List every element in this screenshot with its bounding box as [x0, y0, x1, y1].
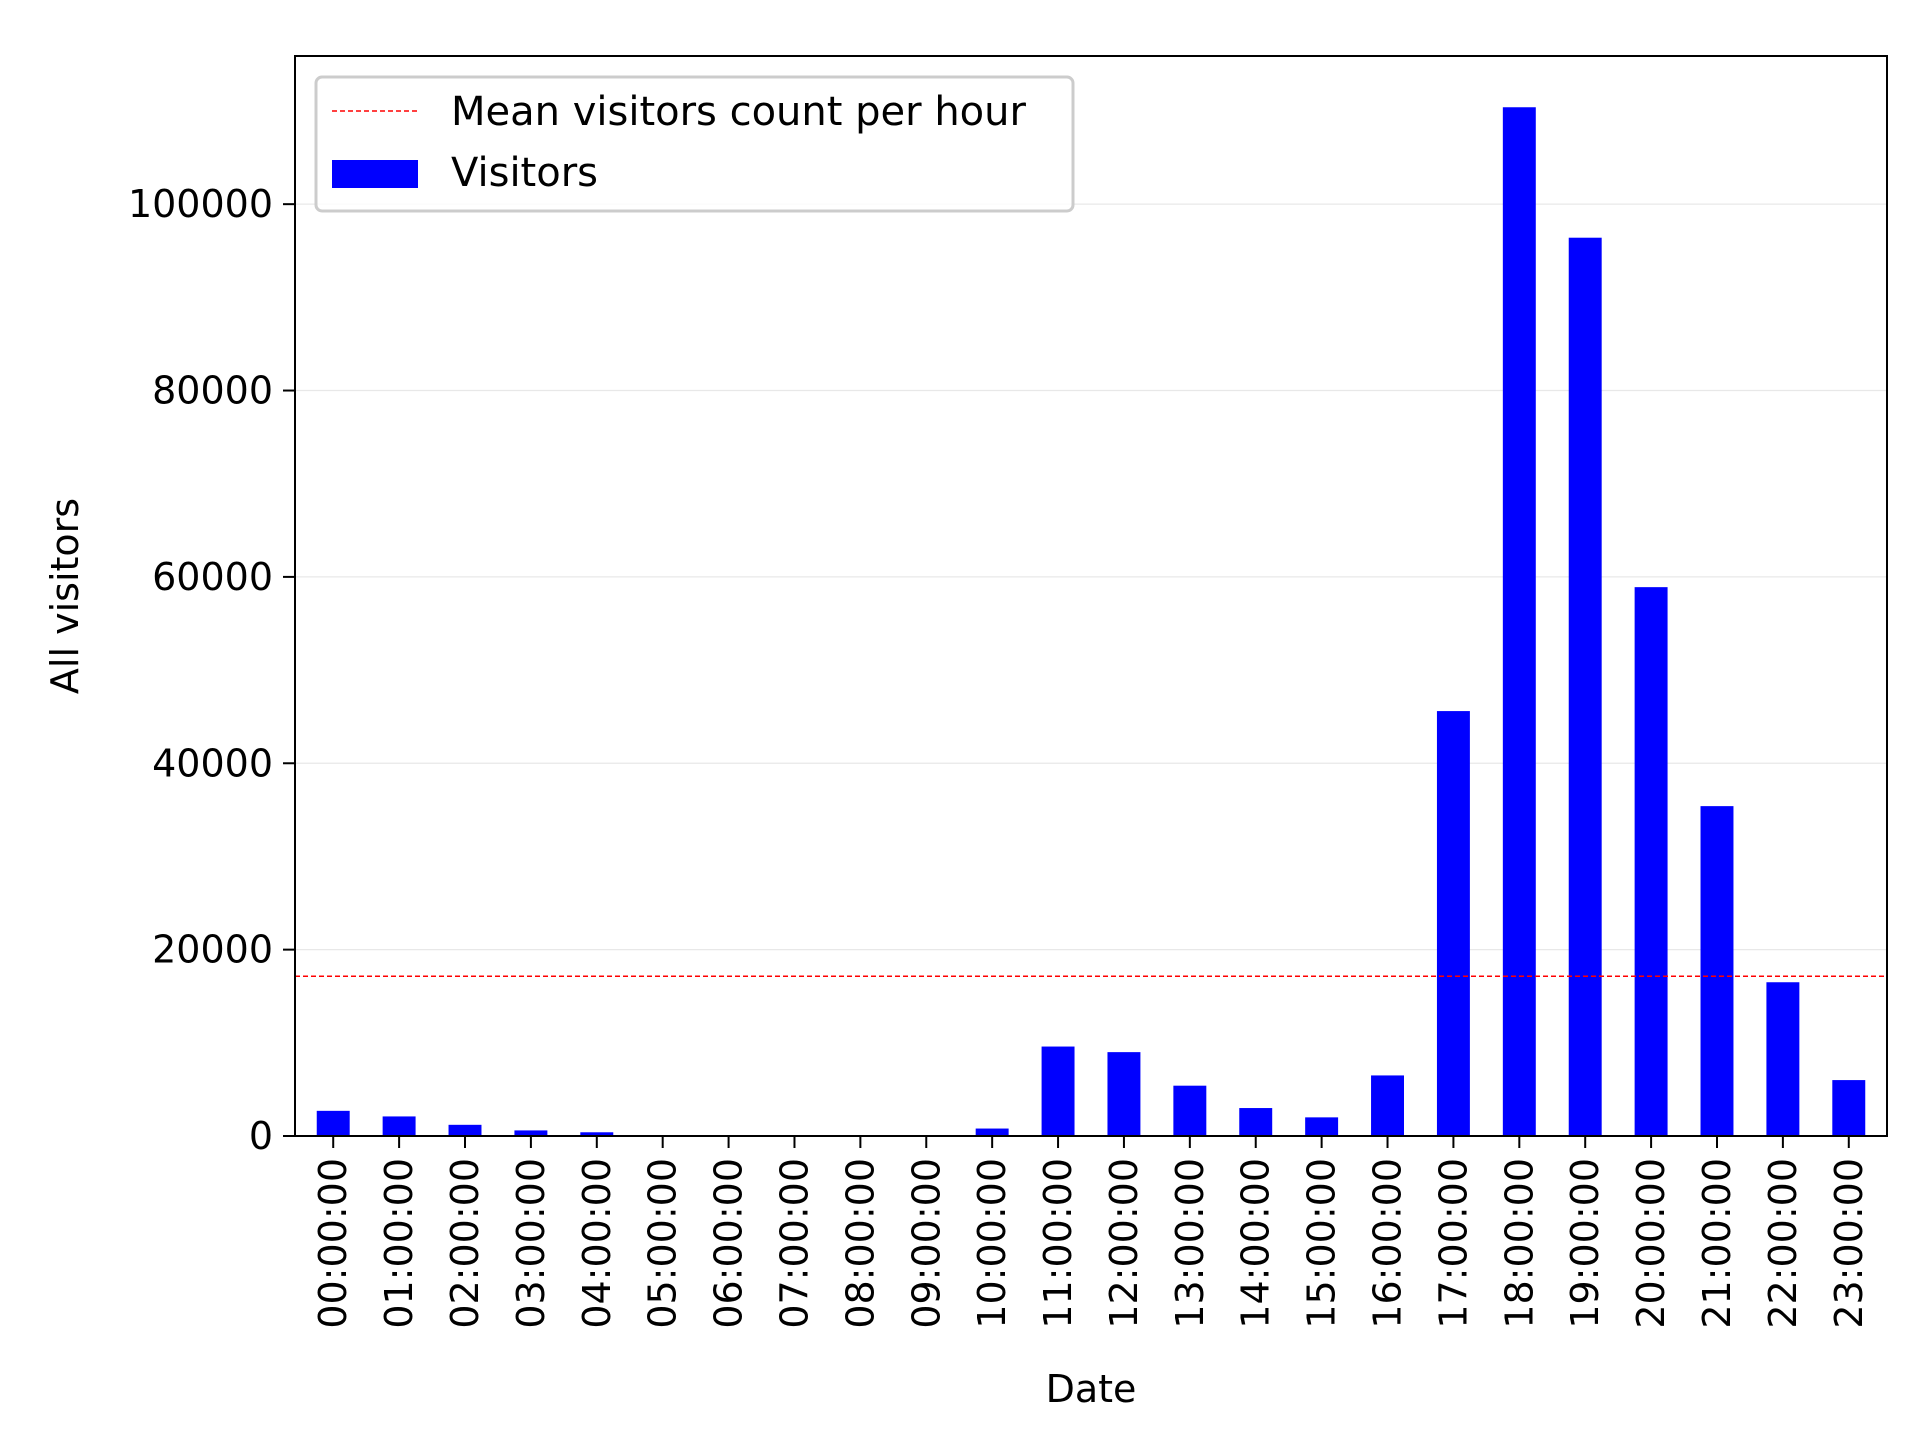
x-tick-label: 11:00:00 — [1036, 1158, 1080, 1329]
x-tick-label: 21:00:00 — [1695, 1158, 1739, 1329]
x-tick-label: 17:00:00 — [1431, 1158, 1475, 1329]
y-tick-label: 80000 — [152, 369, 273, 413]
x-tick-label: 13:00:00 — [1168, 1158, 1212, 1329]
x-tick-label: 07:00:00 — [772, 1158, 816, 1329]
legend-mean-line-label: Mean visitors count per hour — [451, 89, 1026, 135]
bar — [1832, 1080, 1866, 1136]
bar — [1371, 1075, 1404, 1136]
y-tick-label: 100000 — [128, 182, 273, 226]
bar — [1700, 806, 1734, 1136]
x-tick-label: 16:00:00 — [1366, 1158, 1410, 1329]
x-tick-label: 05:00:00 — [641, 1158, 685, 1329]
legend-visitors-swatch — [332, 160, 418, 188]
bar — [514, 1130, 548, 1136]
bar — [1041, 1046, 1075, 1136]
x-axis-label: Date — [1046, 1367, 1137, 1411]
y-axis-label: All visitors — [43, 498, 87, 694]
x-tick-label: 03:00:00 — [509, 1158, 553, 1329]
bar — [1239, 1108, 1273, 1136]
x-tick-label: 01:00:00 — [377, 1158, 421, 1329]
legend-box — [314, 75, 1075, 213]
x-tick-label: 14:00:00 — [1234, 1158, 1278, 1329]
x-tick-label: 23:00:00 — [1827, 1158, 1871, 1329]
y-tick-label: 60000 — [152, 555, 273, 599]
bar — [975, 1128, 1009, 1136]
x-tick-label: 06:00:00 — [707, 1158, 751, 1329]
y-tick-label: 0 — [249, 1114, 273, 1158]
x-tick-label: 15:00:00 — [1300, 1158, 1344, 1329]
x-tick-label: 08:00:00 — [838, 1158, 882, 1329]
bar — [1766, 982, 1800, 1136]
x-tick-label: 19:00:00 — [1563, 1158, 1607, 1329]
y-axis-ticks: 0 20000 40000 60000 80000 100000 — [128, 182, 295, 1158]
x-tick-label: 10:00:00 — [970, 1158, 1014, 1329]
x-tick-label: 09:00:00 — [904, 1158, 948, 1329]
x-tick-label: 04:00:00 — [575, 1158, 619, 1329]
bar — [1436, 711, 1470, 1136]
bar — [1107, 1052, 1141, 1136]
bar — [316, 1110, 350, 1136]
x-tick-label: 00:00:00 — [311, 1158, 355, 1329]
bars — [316, 107, 1866, 1136]
bar — [382, 1116, 416, 1136]
bar — [1568, 237, 1602, 1136]
legend-visitors-label: Visitors — [451, 150, 598, 196]
x-tick-label: 18:00:00 — [1497, 1158, 1541, 1329]
bar — [448, 1124, 482, 1136]
y-tick-label: 40000 — [152, 741, 273, 785]
bar — [580, 1132, 614, 1136]
x-tick-label: 20:00:00 — [1629, 1158, 1673, 1329]
bar — [1634, 587, 1668, 1136]
x-tick-label: 02:00:00 — [443, 1158, 487, 1329]
x-tick-label: 22:00:00 — [1761, 1158, 1805, 1329]
legend: Mean visitors count per hour Visitors — [314, 75, 1075, 213]
bar — [1305, 1117, 1339, 1136]
bar — [1502, 107, 1536, 1136]
bar — [1173, 1085, 1207, 1136]
y-tick-label: 20000 — [152, 928, 273, 972]
plot-frame — [294, 55, 1888, 1137]
x-tick-label: 12:00:00 — [1102, 1158, 1146, 1329]
x-axis-ticks: 00:00:00 01:00:00 02:00:00 03:00:00 04:00:00… — [311, 1136, 1871, 1329]
